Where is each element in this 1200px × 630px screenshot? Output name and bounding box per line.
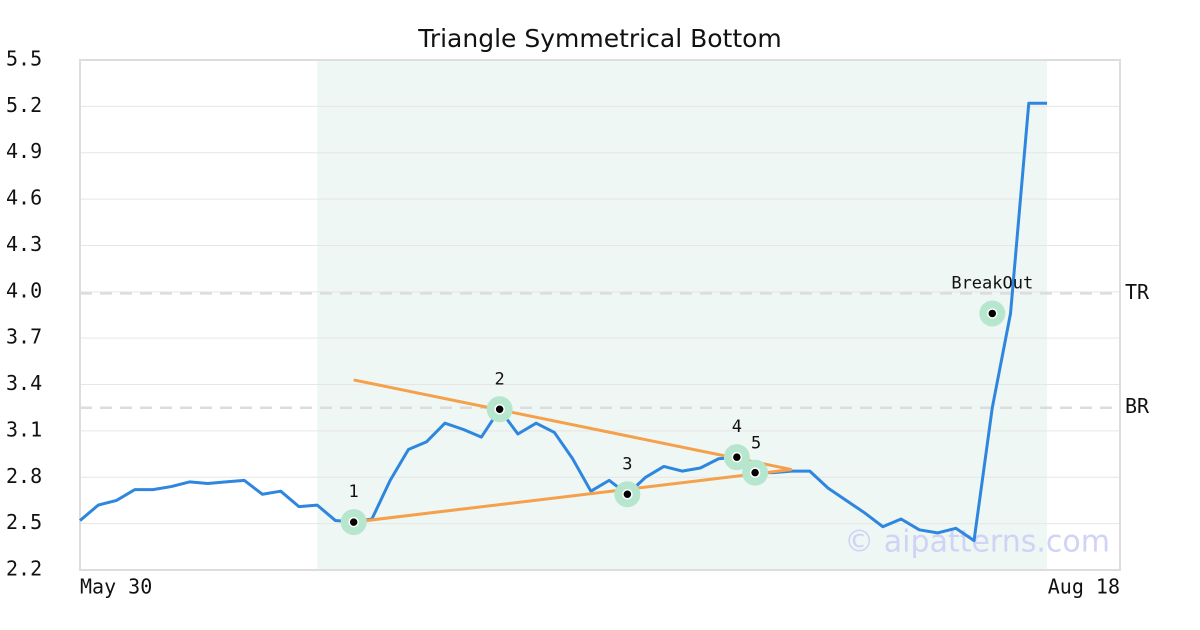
marker-dot — [494, 404, 505, 415]
x-tick-label: May 30 — [80, 575, 152, 599]
y-tick-label: 2.8 — [6, 464, 42, 488]
trendline — [353, 378, 792, 472]
marker-label: 4 — [732, 417, 742, 437]
y-tick-label: 3.7 — [6, 325, 42, 349]
marker-label: 1 — [349, 482, 359, 502]
marker-label: 2 — [495, 369, 505, 389]
marker-dot — [622, 489, 633, 500]
marker-label: 5 — [751, 434, 761, 454]
y-tick-label: 3.4 — [6, 371, 42, 395]
y-tick-label: 4.3 — [6, 232, 42, 256]
y-tick-label: 4.6 — [6, 186, 42, 210]
marker-label: 3 — [622, 454, 632, 474]
level-label: TR — [1125, 280, 1150, 304]
marker-label: BreakOut — [951, 273, 1033, 293]
y-tick-label: 2.5 — [6, 510, 42, 534]
y-tick-label: 2.2 — [6, 557, 42, 581]
y-tick-label: 4.9 — [6, 139, 42, 163]
y-tick-label: 5.2 — [6, 93, 42, 117]
plot-border — [79, 59, 1121, 571]
marker-dot — [348, 516, 359, 528]
marker-dot — [731, 451, 743, 463]
chart-title: Triangle Symmetrical Bottom — [417, 24, 782, 53]
marker-dot — [749, 467, 761, 478]
y-tick-label: 3.1 — [6, 417, 42, 441]
y-tick-label: 4.0 — [6, 278, 42, 302]
watermark: © aipatterns.com — [844, 525, 1110, 560]
level-label: BR — [1125, 394, 1150, 418]
pattern-region — [317, 60, 1048, 570]
trendline — [353, 468, 792, 524]
price-line — [79, 101, 1048, 543]
marker-dot — [987, 308, 998, 319]
y-tick-label: 5.5 — [6, 47, 42, 71]
x-tick-label: Aug 18 — [1048, 575, 1120, 599]
